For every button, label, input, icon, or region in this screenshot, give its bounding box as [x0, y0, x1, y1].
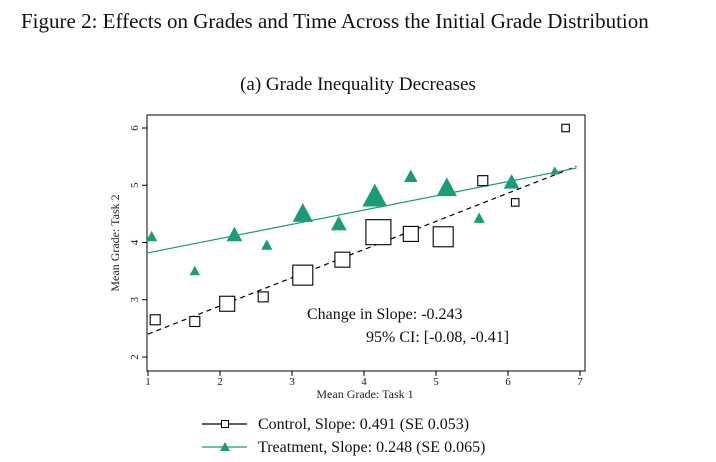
treatment-point: [145, 230, 158, 242]
legend-control-label: Control, Slope: 0.491 (SE 0.053): [258, 416, 469, 433]
figure-title: Figure 2: Effects on Grades and Time Acr…: [21, 9, 649, 33]
x-tick-label: 1: [145, 376, 151, 388]
legend-control-marker: [221, 420, 229, 428]
control-point: [477, 175, 489, 187]
x-tick-label: 4: [361, 376, 367, 388]
control-point: [510, 198, 520, 207]
chart-subtitle: (a) Grade Inequality Decreases: [240, 74, 476, 95]
control-point: [257, 291, 269, 303]
x-tick-label: 3: [289, 376, 295, 388]
treatment-point: [436, 177, 457, 197]
x-tick-label: 6: [505, 376, 511, 388]
treatment-point: [189, 265, 200, 276]
control-point: [432, 226, 454, 248]
control-point: [189, 315, 201, 328]
x-tick-label: 5: [433, 376, 439, 388]
data-points: [145, 123, 570, 328]
x-tick-label: 2: [217, 376, 223, 388]
legend-treatment-label: Treatment, Slope: 0.248 (SE 0.065): [258, 439, 485, 456]
treatment-point: [404, 169, 418, 182]
y-tick-label: 2: [129, 354, 141, 360]
control-point: [561, 123, 570, 133]
treatment-point: [503, 174, 520, 189]
x-axis-label: Mean Grade: Task 1: [316, 387, 413, 401]
y-tick-label: 5: [129, 182, 141, 188]
treatment-fit-line: [147, 167, 577, 254]
annotation-ci: 95% CI: [-0.08, -0.41]: [366, 329, 509, 346]
treatment-point: [261, 239, 273, 250]
treatment-point: [292, 203, 313, 222]
control-point: [149, 314, 161, 326]
y-tick-label: 4: [129, 239, 141, 245]
treatment-point: [473, 212, 485, 223]
x-tick-label: 7: [577, 376, 583, 388]
axes: 1 2 3 4 5 6 7 2 3 4 5 6: [129, 125, 583, 388]
legend-treatment-marker: [220, 442, 230, 451]
treatment-point: [226, 226, 243, 242]
control-point: [334, 251, 351, 268]
y-tick-label: 3: [129, 297, 141, 303]
control-point: [292, 264, 314, 286]
control-point: [365, 219, 392, 246]
y-tick-label: 6: [129, 125, 141, 131]
treatment-point: [550, 166, 560, 175]
treatment-point: [362, 183, 388, 207]
control-point: [219, 295, 236, 312]
legend: Control, Slope: 0.491 (SE 0.053) Treatme…: [202, 416, 485, 456]
annotation-slope-change: Change in Slope: -0.243: [307, 306, 463, 323]
control-point: [402, 225, 419, 242]
y-axis-label: Mean Grade: Task 2: [108, 194, 122, 291]
treatment-point: [330, 215, 347, 231]
